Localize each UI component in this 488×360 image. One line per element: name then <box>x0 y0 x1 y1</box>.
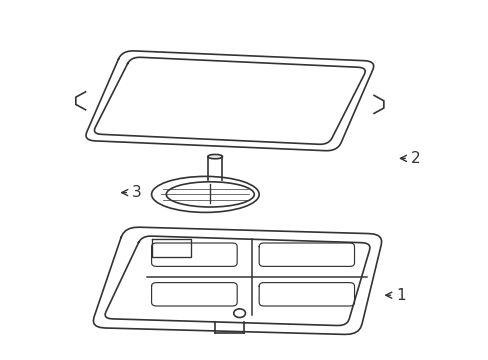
Text: 1: 1 <box>385 288 405 303</box>
Text: 2: 2 <box>400 151 420 166</box>
Ellipse shape <box>207 154 222 159</box>
Text: 3: 3 <box>122 185 142 200</box>
